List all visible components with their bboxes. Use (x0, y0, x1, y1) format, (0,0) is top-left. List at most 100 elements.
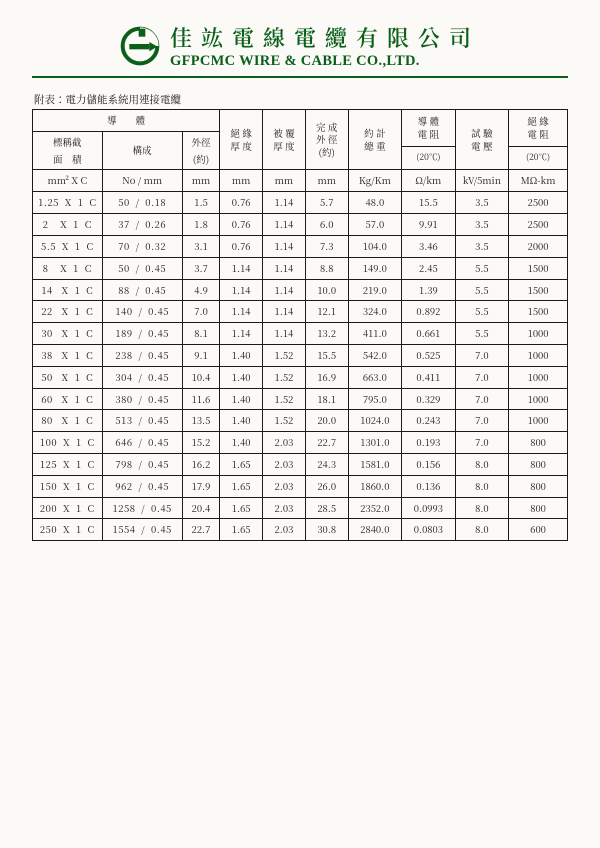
cell: 513 / 0.45 (102, 410, 182, 432)
col-ires-temp: (20℃) (509, 146, 568, 170)
cell: 1860.0 (348, 475, 402, 497)
cell: 24.3 (305, 454, 348, 476)
cell: 14 X 1 C (33, 279, 103, 301)
cell: 7.3 (305, 235, 348, 257)
cell: 7.0 (455, 410, 509, 432)
cell: 0.243 (402, 410, 456, 432)
cell: 2.45 (402, 257, 456, 279)
cell: 5.5 (455, 301, 509, 323)
unit-od: mm (182, 170, 219, 192)
cell: 5.7 (305, 192, 348, 214)
cell: 0.892 (402, 301, 456, 323)
cell: 88 / 0.45 (102, 279, 182, 301)
masthead: 佳竑電線電纜有限公司 GFPCMC WIRE & CABLE CO.,LTD. (32, 22, 568, 70)
cell: 16.9 (305, 366, 348, 388)
cell: 60 X 1 C (33, 388, 103, 410)
cell: 7.0 (455, 432, 509, 454)
cell: 1.40 (220, 388, 263, 410)
table-caption: 附表：電力儲能系統用連接電纜 (34, 92, 568, 107)
table-row: 125 X 1 C798 / 0.4516.21.652.0324.31581.… (33, 454, 568, 476)
table-row: 2 X 1 C37 / 0.261.80.761.146.057.09.913.… (33, 214, 568, 236)
cell: 8.0 (455, 519, 509, 541)
cell: 0.411 (402, 366, 456, 388)
cell: 2 X 1 C (33, 214, 103, 236)
cell: 2500 (509, 214, 568, 236)
cell: 1.14 (263, 301, 306, 323)
cell: 1.65 (220, 519, 263, 541)
cell: 15.5 (305, 344, 348, 366)
cell: 10.0 (305, 279, 348, 301)
cell: 100 X 1 C (33, 432, 103, 454)
cell: 0.661 (402, 323, 456, 345)
table-row: 14 X 1 C88 / 0.454.91.141.1410.0219.01.3… (33, 279, 568, 301)
cell: 250 X 1 C (33, 519, 103, 541)
table-row: 150 X 1 C962 / 0.4517.91.652.0326.01860.… (33, 475, 568, 497)
label-od: 外徑 (184, 136, 218, 149)
cell: 104.0 (348, 235, 402, 257)
cell: 13.5 (182, 410, 219, 432)
cell: 22 X 1 C (33, 301, 103, 323)
cell: 20.4 (182, 497, 219, 519)
cell: 17.9 (182, 475, 219, 497)
cell: 30 X 1 C (33, 323, 103, 345)
cell: 2.03 (263, 497, 306, 519)
cell: 50 / 0.45 (102, 257, 182, 279)
table-row: 1.25 X 1 C50 / 0.181.50.761.145.748.015.… (33, 192, 568, 214)
col-volt: 試 驗 電 壓 (455, 110, 509, 170)
spec-table: 導 體 絕 緣 厚 度 被 覆 厚 度 完 成 外 徑 (約) 約 計 總 重 … (32, 109, 568, 541)
cell: 15.2 (182, 432, 219, 454)
col-ins: 絕 緣 厚 度 (220, 110, 263, 170)
cell: 8.0 (455, 454, 509, 476)
cell: 5.5 (455, 279, 509, 301)
cell: 50 / 0.18 (102, 192, 182, 214)
cell: 0.0993 (402, 497, 456, 519)
cell: 125 X 1 C (33, 454, 103, 476)
cell: 3.7 (182, 257, 219, 279)
cell: 7.0 (182, 301, 219, 323)
cell: 15.5 (402, 192, 456, 214)
cell: 0.76 (220, 192, 263, 214)
cell: 8.8 (305, 257, 348, 279)
cell: 80 X 1 C (33, 410, 103, 432)
cell: 140 / 0.45 (102, 301, 182, 323)
cell: 219.0 (348, 279, 402, 301)
cell: 3.5 (455, 214, 509, 236)
table-row: 22 X 1 C140 / 0.457.01.141.1412.1324.00.… (33, 301, 568, 323)
table-row: 60 X 1 C380 / 0.4511.61.401.5218.1795.00… (33, 388, 568, 410)
cell: 1.14 (263, 235, 306, 257)
cell: 1.65 (220, 475, 263, 497)
cell: 8.0 (455, 497, 509, 519)
cell: 12.1 (305, 301, 348, 323)
company-logo-icon (120, 26, 160, 66)
cell: 22.7 (305, 432, 348, 454)
table-row: 38 X 1 C238 / 0.459.11.401.5215.5542.00.… (33, 344, 568, 366)
cell: 1258 / 0.45 (102, 497, 182, 519)
cell: 1.65 (220, 454, 263, 476)
cell: 10.4 (182, 366, 219, 388)
cell: 1.14 (263, 279, 306, 301)
cell: 0.136 (402, 475, 456, 497)
cell: 800 (509, 454, 568, 476)
table-row: 8 X 1 C50 / 0.453.71.141.148.8149.02.455… (33, 257, 568, 279)
cell: 1500 (509, 257, 568, 279)
cell: 5.5 (455, 323, 509, 345)
cell: 1.14 (263, 214, 306, 236)
col-ires: 絕 緣 電 阻 (509, 110, 568, 147)
label-approx: (約) (184, 153, 218, 166)
cell: 1.14 (220, 301, 263, 323)
cell: 1.40 (220, 366, 263, 388)
cell: 1.65 (220, 497, 263, 519)
table-row: 50 X 1 C304 / 0.4510.41.401.5216.9663.00… (33, 366, 568, 388)
col-od: 外徑 (約) (182, 131, 219, 170)
cell: 7.0 (455, 388, 509, 410)
company-name-cn: 佳竑電線電纜有限公司 (170, 22, 480, 53)
cell: 1.52 (263, 410, 306, 432)
label-area: 面 積 (34, 153, 101, 166)
unit-ins: mm (220, 170, 263, 192)
cell: 1500 (509, 279, 568, 301)
cell: 1.5 (182, 192, 219, 214)
cell: 8 X 1 C (33, 257, 103, 279)
cell: 1.40 (220, 344, 263, 366)
unit-weight: Kg/Km (348, 170, 402, 192)
unit-mm2: mm² X C (33, 170, 103, 192)
